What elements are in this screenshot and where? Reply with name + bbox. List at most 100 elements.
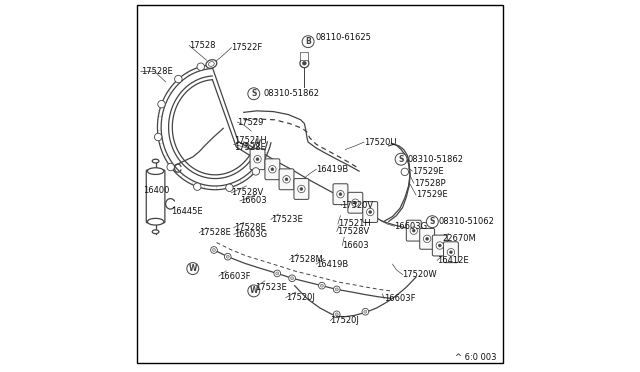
Ellipse shape bbox=[206, 60, 217, 68]
FancyBboxPatch shape bbox=[265, 159, 280, 180]
Circle shape bbox=[167, 163, 174, 171]
Circle shape bbox=[333, 286, 340, 293]
Circle shape bbox=[225, 253, 231, 260]
Ellipse shape bbox=[147, 168, 164, 174]
Text: S: S bbox=[429, 217, 435, 226]
Circle shape bbox=[337, 190, 344, 198]
Circle shape bbox=[447, 248, 454, 256]
Text: 17520V: 17520V bbox=[342, 201, 374, 210]
Text: 16419B: 16419B bbox=[316, 260, 349, 269]
Circle shape bbox=[158, 100, 165, 108]
Circle shape bbox=[449, 251, 452, 254]
Text: 17521H: 17521H bbox=[234, 136, 266, 145]
Circle shape bbox=[321, 284, 323, 287]
Circle shape bbox=[256, 158, 259, 161]
Circle shape bbox=[289, 275, 296, 282]
Circle shape bbox=[291, 277, 294, 280]
Text: 17520J: 17520J bbox=[286, 293, 315, 302]
Text: 17521H: 17521H bbox=[338, 219, 371, 228]
Text: 16603: 16603 bbox=[240, 196, 267, 205]
Circle shape bbox=[401, 168, 408, 176]
Circle shape bbox=[226, 184, 233, 192]
FancyBboxPatch shape bbox=[348, 192, 363, 213]
Circle shape bbox=[187, 263, 199, 275]
Text: 17528M: 17528M bbox=[289, 255, 323, 264]
Circle shape bbox=[351, 199, 359, 206]
Text: 17523E: 17523E bbox=[255, 283, 287, 292]
Circle shape bbox=[364, 310, 367, 313]
Circle shape bbox=[212, 248, 216, 251]
Circle shape bbox=[410, 227, 417, 234]
Circle shape bbox=[300, 187, 303, 190]
Text: 17528V: 17528V bbox=[232, 188, 264, 197]
Circle shape bbox=[154, 133, 162, 141]
Circle shape bbox=[285, 178, 288, 181]
Circle shape bbox=[175, 76, 182, 83]
Circle shape bbox=[271, 168, 274, 171]
FancyBboxPatch shape bbox=[363, 202, 378, 222]
Text: 08310-51862: 08310-51862 bbox=[408, 155, 463, 164]
Text: 16400: 16400 bbox=[143, 186, 170, 195]
Ellipse shape bbox=[209, 62, 214, 66]
FancyBboxPatch shape bbox=[433, 235, 447, 256]
Text: 17523E: 17523E bbox=[271, 215, 303, 224]
Text: 16412E: 16412E bbox=[437, 256, 469, 265]
Circle shape bbox=[333, 311, 340, 318]
Circle shape bbox=[274, 270, 280, 277]
Text: 08310-51862: 08310-51862 bbox=[264, 89, 319, 98]
Circle shape bbox=[254, 155, 261, 163]
Circle shape bbox=[426, 237, 429, 240]
Text: 17528E: 17528E bbox=[199, 228, 231, 237]
Circle shape bbox=[211, 247, 218, 253]
FancyBboxPatch shape bbox=[406, 220, 421, 241]
FancyBboxPatch shape bbox=[294, 179, 309, 199]
Text: 16603F: 16603F bbox=[219, 272, 250, 280]
Text: 16603G: 16603G bbox=[234, 230, 267, 239]
Text: S: S bbox=[399, 155, 404, 164]
Circle shape bbox=[283, 176, 291, 183]
Circle shape bbox=[369, 211, 372, 214]
Text: 17522F: 17522F bbox=[232, 43, 262, 52]
Text: W: W bbox=[250, 286, 258, 295]
Text: 08110-61625: 08110-61625 bbox=[316, 33, 371, 42]
Text: B: B bbox=[305, 37, 311, 46]
Text: 16603F: 16603F bbox=[384, 294, 415, 303]
Text: 17520U: 17520U bbox=[364, 138, 396, 147]
Text: 17520W: 17520W bbox=[403, 270, 437, 279]
Circle shape bbox=[197, 63, 204, 70]
Circle shape bbox=[339, 193, 342, 196]
Ellipse shape bbox=[152, 159, 159, 163]
Circle shape bbox=[298, 185, 305, 193]
Text: W: W bbox=[189, 264, 197, 273]
FancyBboxPatch shape bbox=[420, 228, 435, 249]
Circle shape bbox=[426, 216, 438, 228]
Circle shape bbox=[412, 229, 415, 232]
Circle shape bbox=[438, 244, 441, 247]
Circle shape bbox=[248, 285, 260, 297]
Circle shape bbox=[367, 208, 374, 216]
Circle shape bbox=[424, 235, 431, 243]
Circle shape bbox=[303, 61, 306, 65]
Text: ^ 6:0 003: ^ 6:0 003 bbox=[454, 353, 496, 362]
Circle shape bbox=[193, 183, 201, 190]
Circle shape bbox=[302, 36, 314, 48]
Text: 08310-51062: 08310-51062 bbox=[438, 217, 494, 226]
FancyBboxPatch shape bbox=[250, 149, 265, 170]
FancyBboxPatch shape bbox=[333, 184, 348, 205]
Ellipse shape bbox=[147, 218, 164, 225]
Text: 17528P: 17528P bbox=[413, 179, 445, 187]
FancyBboxPatch shape bbox=[279, 169, 294, 190]
Text: 22670M: 22670M bbox=[442, 234, 476, 243]
Text: 17529E: 17529E bbox=[412, 167, 444, 176]
Circle shape bbox=[276, 272, 278, 275]
Text: 16445E: 16445E bbox=[172, 207, 203, 216]
Text: 17528E: 17528E bbox=[234, 223, 266, 232]
Circle shape bbox=[319, 282, 325, 289]
FancyBboxPatch shape bbox=[300, 52, 308, 60]
Circle shape bbox=[300, 59, 309, 68]
Circle shape bbox=[395, 153, 407, 165]
Text: S: S bbox=[251, 89, 257, 98]
Circle shape bbox=[227, 255, 229, 258]
Text: 16603G: 16603G bbox=[394, 222, 428, 231]
Text: 16419B: 16419B bbox=[316, 165, 349, 174]
